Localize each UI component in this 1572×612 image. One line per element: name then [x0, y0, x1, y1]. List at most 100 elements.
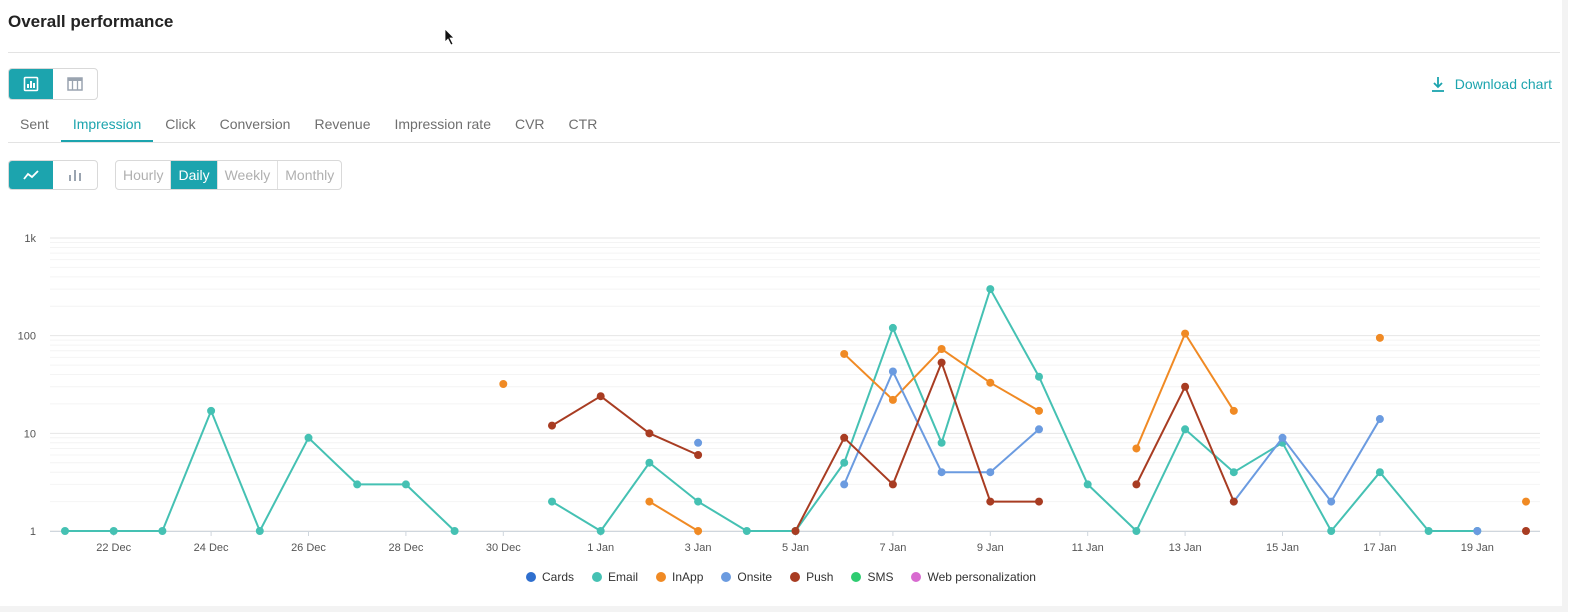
header-divider	[8, 52, 1560, 53]
tab-cvr[interactable]: CVR	[514, 116, 545, 132]
data-point-email	[1181, 425, 1190, 434]
data-point-email	[596, 527, 605, 535]
data-point-email	[1132, 527, 1141, 535]
data-point-inapp	[1035, 406, 1043, 415]
legend-marker	[721, 572, 732, 582]
x-tick-label: 19 Jan	[1461, 542, 1494, 554]
data-point-push	[1181, 382, 1190, 391]
legend-item-sms[interactable]: SMS	[851, 570, 893, 584]
x-tick-label: 15 Jan	[1266, 542, 1299, 554]
data-point-inapp	[937, 345, 946, 354]
x-tick-label: 17 Jan	[1363, 542, 1396, 554]
data-point-email	[742, 527, 751, 535]
data-point-email	[207, 406, 216, 415]
data-point-email	[158, 527, 167, 535]
data-point-email	[304, 433, 313, 442]
series-line-email	[551, 288, 1478, 532]
data-point-inapp	[1229, 406, 1238, 415]
data-point-onsite	[840, 480, 849, 489]
column-chart-icon	[69, 170, 81, 181]
legend-item-cards[interactable]: Cards	[526, 570, 574, 584]
granularity-hourly[interactable]: Hourly	[116, 161, 172, 189]
x-tick-label: 9 Jan	[977, 542, 1004, 554]
data-point-email	[645, 458, 654, 467]
legend-item-email[interactable]: Email	[592, 570, 638, 584]
data-point-push	[888, 480, 897, 489]
x-tick-label: 3 Jan	[685, 542, 712, 554]
data-point-email	[401, 480, 410, 489]
chart-type-toggle	[8, 160, 98, 190]
data-point-inapp	[888, 395, 897, 404]
legend-item-inapp[interactable]: InApp	[656, 570, 703, 584]
tab-ctr[interactable]: CTR	[568, 116, 598, 132]
legend-item-web-personalization[interactable]: Web personalization	[911, 570, 1036, 584]
table-icon	[67, 77, 83, 91]
tab-click[interactable]: Click	[165, 116, 196, 132]
granularity-monthly[interactable]: Monthly	[285, 167, 335, 183]
bar-chart-icon	[23, 76, 39, 92]
download-icon	[1431, 77, 1444, 92]
legend-label: SMS	[867, 570, 894, 584]
data-point-onsite	[694, 438, 703, 447]
data-point-onsite	[888, 367, 897, 376]
data-point-inapp	[1375, 333, 1384, 342]
x-tick-label: 30 Dec	[486, 542, 521, 554]
data-point-email	[888, 323, 897, 332]
granularity-weekly[interactable]: Weekly	[218, 161, 279, 189]
data-point-onsite	[1473, 527, 1482, 535]
tab-impression[interactable]: Impression	[60, 108, 154, 142]
chart-legend: Cards Email InApp Onsite Push SMS Web personal…	[0, 570, 1562, 584]
tab-revenue[interactable]: Revenue	[314, 116, 371, 132]
data-point-email	[450, 527, 459, 535]
data-point-inapp	[1522, 497, 1530, 506]
data-point-onsite	[937, 468, 946, 477]
data-point-onsite	[986, 468, 995, 477]
data-point-inapp	[645, 497, 654, 506]
data-point-email	[1375, 468, 1384, 477]
data-point-push	[1132, 480, 1141, 489]
legend-label: Web personalization	[927, 570, 1036, 584]
tab-conversion[interactable]: Conversion	[219, 116, 291, 132]
legend-marker	[656, 572, 667, 582]
page-title: Overall performance	[8, 12, 174, 31]
data-point-email	[1035, 372, 1043, 381]
x-tick-label: 24 Dec	[194, 542, 229, 554]
x-tick-label: 7 Jan	[879, 542, 906, 554]
data-point-push	[791, 527, 800, 535]
data-point-onsite	[1375, 415, 1384, 424]
data-point-push	[840, 433, 849, 442]
x-tick-label: 1 Jan	[587, 542, 614, 554]
data-point-push	[986, 497, 995, 506]
legend-marker	[526, 572, 537, 582]
line-chart-button[interactable]	[9, 161, 53, 189]
legend-marker	[790, 572, 801, 582]
data-point-inapp	[1181, 329, 1190, 338]
data-point-email	[255, 527, 264, 535]
x-tick-label: 5 Jan	[782, 542, 809, 554]
data-point-inapp	[986, 378, 995, 387]
legend-item-onsite[interactable]: Onsite	[721, 570, 772, 584]
data-point-email	[1327, 527, 1336, 535]
data-point-push	[1035, 497, 1043, 506]
x-tick-label: 26 Dec	[291, 542, 326, 554]
tab-impression-rate[interactable]: Impression rate	[394, 116, 491, 132]
data-point-email	[1424, 527, 1433, 535]
legend-marker	[592, 572, 603, 582]
table-view-button[interactable]	[53, 69, 97, 99]
tab-sent[interactable]: Sent	[20, 116, 49, 132]
view-toggle	[8, 68, 98, 100]
granularity-daily[interactable]: Daily	[171, 161, 218, 189]
download-chart-button[interactable]: Download chart	[1431, 76, 1552, 92]
data-point-email	[1229, 468, 1238, 477]
bar-chart-button[interactable]	[53, 161, 97, 189]
chart-view-button[interactable]	[9, 69, 53, 99]
impression-chart: 1 10 100 1k 22 Dec 24 Dec 26 Dec 28 Dec 30 Dec 1 …	[18, 233, 1540, 554]
data-point-email	[937, 438, 946, 447]
x-tick-label: 22 Dec	[96, 542, 131, 554]
legend-item-push[interactable]: Push	[790, 570, 833, 584]
data-point-inapp	[499, 379, 508, 388]
legend-label: Email	[608, 570, 639, 584]
y-tick-label: 100	[18, 331, 36, 343]
data-point-push	[645, 429, 654, 438]
